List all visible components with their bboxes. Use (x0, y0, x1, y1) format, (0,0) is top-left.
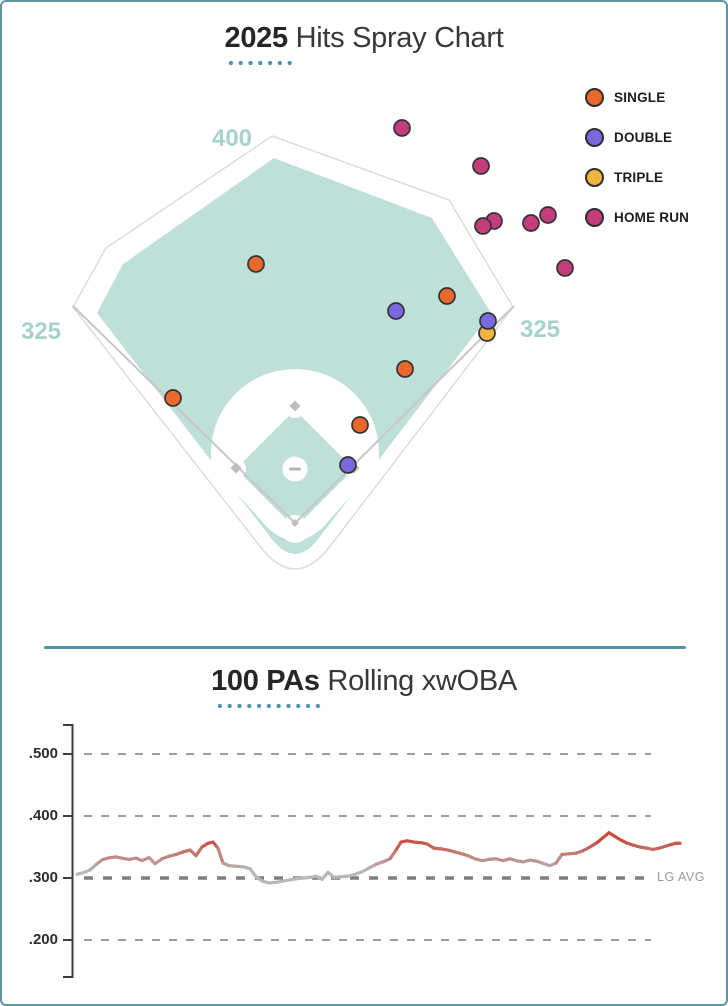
hit-dot-home_run[interactable] (472, 157, 490, 175)
rolling-title-dotted-underline (215, 703, 323, 709)
section-divider (44, 646, 686, 649)
legend-item-double[interactable]: DOUBLE (585, 128, 689, 147)
home-plate-marker (291, 519, 299, 527)
second-base-marker (289, 400, 301, 412)
lg-avg-label: LG AVG (657, 870, 705, 884)
field-distance-label-center: 400 (211, 125, 253, 152)
legend-item-home-run[interactable]: HOME RUN (585, 208, 689, 227)
xwoba-line-segment (248, 867, 258, 879)
hit-dot-home_run[interactable] (556, 259, 574, 277)
xwoba-line-segment (216, 846, 225, 865)
rolling-chart-title: 100 PAs Rolling xwOBA (2, 665, 726, 698)
hits-layer (164, 119, 574, 474)
ytick-200: .200 (28, 931, 58, 948)
hit-dot-double[interactable] (479, 312, 497, 330)
rolling-xwoba-plot (63, 724, 682, 978)
xwoba-line-segment (554, 852, 564, 865)
spray-chart-title-text: Hits Spray Chart (287, 22, 504, 54)
hit-dot-single[interactable] (438, 287, 456, 305)
xwoba-line-segment (194, 845, 204, 858)
legend-label: HOME RUN (614, 210, 690, 225)
hit-dot-single[interactable] (351, 416, 369, 434)
hit-dot-home_run[interactable] (474, 217, 492, 235)
legend-item-single[interactable]: SINGLE (585, 88, 689, 107)
hit-dot-double[interactable] (387, 302, 405, 320)
third-base-marker (230, 462, 242, 474)
outfield-grass (97, 158, 491, 554)
single-swatch-icon (585, 88, 604, 107)
hit-dot-home_run[interactable] (393, 119, 411, 137)
field-distance-label-left: 325 (20, 318, 62, 345)
hit-dot-single[interactable] (396, 360, 414, 378)
rolling-chart-title-pas: 100 PAs (211, 665, 320, 697)
field-distance-label-right: 325 (519, 316, 561, 343)
spray-chart-title-year: 2025 (224, 22, 288, 54)
home-run-swatch-icon (585, 208, 604, 227)
xwoba-line-segment (388, 848, 398, 861)
gridlines (84, 753, 651, 941)
pitcher-rubber (289, 467, 301, 471)
legend-item-triple[interactable]: TRIPLE (585, 168, 689, 187)
left-foul-line (72, 305, 296, 524)
right-foul-line (294, 305, 515, 524)
legend-label: TRIPLE (614, 170, 664, 185)
rolling-chart-title-text: Rolling xwOBA (319, 665, 517, 697)
y-axis (63, 724, 74, 978)
spray-title-dotted-underline (226, 60, 295, 66)
hit-dot-home_run[interactable] (539, 206, 557, 224)
hit-dot-double[interactable] (339, 456, 357, 474)
legend-label: DOUBLE (614, 130, 673, 145)
home-plate-circle (281, 515, 309, 543)
baseball-field (72, 119, 574, 570)
legend-label: SINGLE (614, 90, 666, 105)
hit-type-legend: SINGLE DOUBLE TRIPLE HOME RUN (585, 88, 689, 248)
spray-chart-title: 2025 Hits Spray Chart (2, 22, 726, 55)
xwoba-series-line (75, 831, 682, 885)
double-swatch-icon (585, 128, 604, 147)
hit-dot-home_run[interactable] (522, 214, 540, 232)
y-axis-ticks (63, 753, 72, 941)
hit-dot-single[interactable] (164, 389, 182, 407)
triple-swatch-icon (585, 168, 604, 187)
ytick-500: .500 (28, 745, 58, 762)
hit-dot-single[interactable] (247, 255, 265, 273)
ytick-300: .300 (28, 869, 58, 886)
ytick-400: .400 (28, 807, 58, 824)
